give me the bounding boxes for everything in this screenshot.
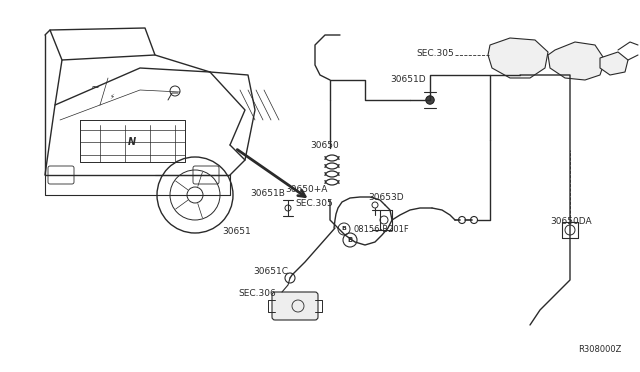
Text: N: N bbox=[128, 137, 136, 147]
Text: SEC.305: SEC.305 bbox=[416, 48, 454, 58]
FancyBboxPatch shape bbox=[272, 292, 318, 320]
Text: SEC.305: SEC.305 bbox=[295, 199, 333, 208]
Text: 30651B: 30651B bbox=[250, 189, 285, 198]
Text: 30650DA: 30650DA bbox=[550, 217, 591, 225]
Text: B: B bbox=[342, 227, 346, 231]
Text: 30650+A: 30650+A bbox=[285, 185, 328, 193]
Text: 30650: 30650 bbox=[310, 141, 339, 151]
Polygon shape bbox=[600, 52, 628, 75]
Text: 30651: 30651 bbox=[222, 227, 251, 235]
Text: ⚡: ⚡ bbox=[109, 94, 115, 100]
Text: 08156-B201F: 08156-B201F bbox=[354, 224, 410, 234]
Text: SEC.306: SEC.306 bbox=[238, 289, 276, 298]
Polygon shape bbox=[488, 38, 548, 78]
Text: 30651D: 30651D bbox=[390, 74, 426, 83]
Text: B: B bbox=[348, 237, 353, 243]
Circle shape bbox=[426, 96, 434, 104]
Text: 30651C: 30651C bbox=[253, 266, 288, 276]
Circle shape bbox=[426, 96, 434, 104]
Text: 30653D: 30653D bbox=[368, 192, 404, 202]
Text: R308000Z: R308000Z bbox=[578, 344, 621, 353]
Polygon shape bbox=[548, 42, 605, 80]
Text: ~: ~ bbox=[90, 83, 100, 93]
